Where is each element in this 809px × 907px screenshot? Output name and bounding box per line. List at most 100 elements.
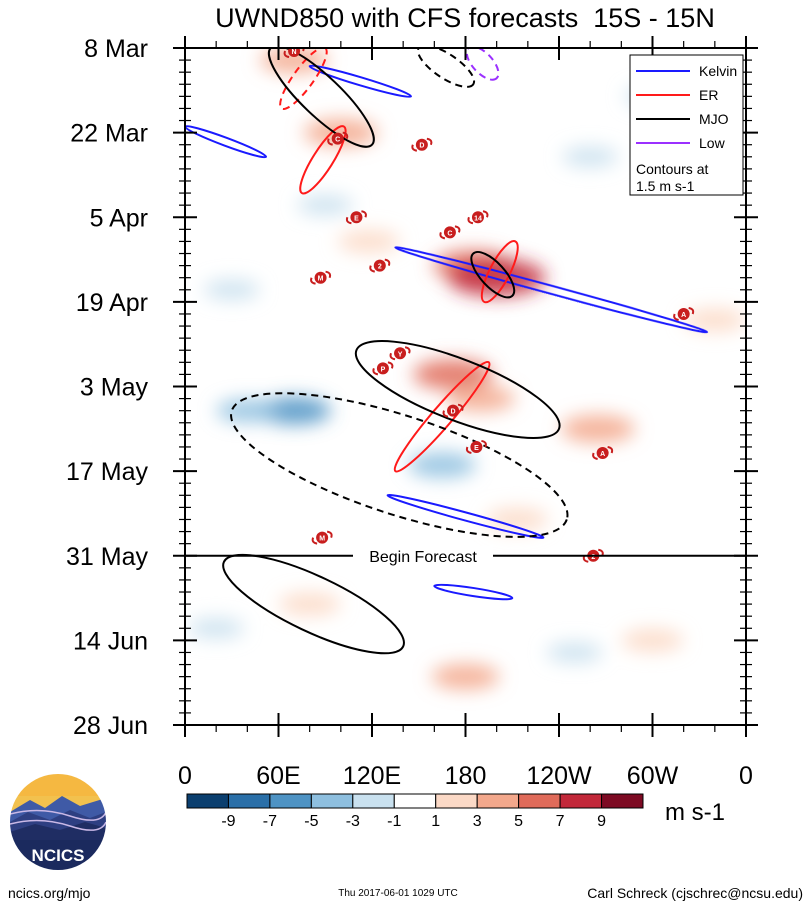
x-tick-label: 120W — [526, 762, 592, 790]
mjo-contour — [267, 48, 375, 148]
x-axis-labels: 0 60E 120E 180 120W 60W 0 — [178, 762, 753, 790]
anomaly-blob — [562, 146, 619, 168]
kelvin-contour — [185, 125, 268, 159]
anomaly-blob — [257, 396, 332, 425]
storm-markers: N C D E 14 C 2 M A Y P D E A M 2 — [283, 48, 695, 563]
colorbar-swatch — [518, 793, 561, 809]
y-tick-label: 31 May — [66, 543, 148, 571]
colorbar-tick-label: -7 — [263, 813, 277, 830]
colorbar-swatch — [601, 793, 644, 809]
colorbar-swatch — [186, 793, 229, 809]
storm-label: 2 — [591, 554, 595, 561]
storm-marker: N — [283, 48, 305, 59]
legend-label: ER — [699, 87, 718, 103]
y-tick-label: 3 May — [80, 374, 149, 402]
storm-label: P — [381, 366, 386, 373]
storm-label: M — [319, 536, 325, 543]
storm-marker: Y — [389, 346, 411, 361]
anomaly-blob — [337, 229, 400, 254]
forecast-line-group: Begin Forecast — [185, 545, 746, 566]
storm-marker: A — [673, 306, 695, 321]
logo-text: NCICS — [32, 846, 85, 865]
colorbar-tick-label: 3 — [473, 813, 482, 830]
mjo-contour — [354, 340, 561, 439]
storm-marker: E — [465, 439, 487, 454]
legend-label: MJO — [699, 111, 729, 127]
storm-label: C — [447, 230, 452, 237]
colorbar-swatch — [227, 793, 271, 809]
anomaly-blob — [303, 118, 378, 147]
anomaly-blob — [560, 414, 635, 443]
x-tick-label: 60E — [256, 762, 300, 790]
legend-label: Low — [699, 135, 726, 151]
colorbar: -9 -7 -5 -3 -1 1 3 5 7 9 — [186, 793, 644, 830]
colorbar-swatch — [393, 793, 437, 809]
anomaly-blob — [621, 628, 684, 652]
y-tick-label: 5 Apr — [90, 204, 148, 232]
storm-marker: 14 — [467, 210, 489, 225]
storm-marker: M — [311, 530, 333, 545]
x-tick-label: 0 — [178, 762, 192, 790]
legend-note-line1: Contours at — [636, 161, 708, 177]
x-tick-label: 120E — [343, 762, 401, 790]
storm-label: Y — [398, 351, 403, 358]
storm-marker: A — [592, 446, 614, 460]
anomaly-blob — [683, 308, 746, 332]
storm-label: D — [419, 143, 424, 150]
colorbar-swatch — [269, 793, 312, 809]
storm-label: M — [318, 276, 324, 283]
storm-marker: D — [442, 403, 464, 418]
colorbar-tick-label: -5 — [304, 813, 318, 830]
kelvin-contour — [308, 64, 412, 98]
colorbar-tick-label: 9 — [597, 813, 606, 830]
storm-label: 2 — [378, 264, 382, 271]
storm-marker: D — [411, 137, 433, 152]
storm-label: 14 — [474, 215, 482, 222]
x-tick-label: 60W — [627, 762, 679, 790]
colorbar-swatch — [476, 793, 520, 809]
footer-timestamp: Thu 2017-06-01 1029 UTC — [338, 888, 458, 899]
storm-label: N — [292, 49, 297, 56]
storm-label: E — [474, 445, 479, 452]
kelvin-contour — [433, 583, 514, 601]
footer-site: ncics.org/mjo — [8, 885, 91, 901]
kelvin-contour — [386, 493, 545, 539]
footer-author: Carl Schreck (cjschrec@ncsu.edu) — [587, 885, 803, 901]
anomaly-blob — [203, 279, 260, 301]
legend: Kelvin ER MJO Low Contours at 1.5 m s-1 — [629, 54, 744, 196]
mjo-contour — [416, 48, 476, 88]
er-contour — [393, 360, 491, 473]
forecast-label-bg — [353, 545, 493, 566]
anomaly-blob — [188, 617, 245, 639]
anomaly-blob — [297, 194, 354, 216]
forecast-label: Begin Forecast — [369, 549, 477, 566]
anomaly-blob — [447, 258, 546, 297]
legend-box — [629, 54, 744, 196]
colorbar-units: m s-1 — [665, 799, 725, 826]
storm-marker: P — [372, 361, 394, 376]
colorbar-tick-label: 5 — [514, 813, 523, 830]
y-tick-label: 17 May — [66, 458, 148, 486]
storm-marker: 2 — [369, 258, 391, 273]
er-contour — [279, 48, 328, 111]
mjo-contour — [470, 251, 516, 299]
anomaly-blob — [431, 663, 500, 690]
mjo-contour — [222, 553, 405, 655]
colorbar-tick-label: 7 — [556, 813, 565, 830]
colorbar-tick-label: -3 — [346, 813, 360, 830]
legend-label: Kelvin — [699, 63, 737, 79]
er-contour — [299, 125, 347, 195]
anomaly-blob — [216, 399, 279, 423]
wave-contours — [185, 48, 709, 655]
storm-label: E — [354, 215, 359, 222]
anomaly-blob — [485, 507, 548, 532]
storm-marker: E — [345, 210, 367, 225]
anomaly-field — [188, 48, 746, 690]
chart-title: UWND850 with CFS forecasts 15S - 15N — [215, 3, 715, 33]
storm-marker: M — [310, 270, 332, 285]
y-tick-label: 22 Mar — [70, 120, 148, 148]
storm-label: D — [451, 409, 456, 416]
storm-marker: C — [327, 131, 349, 146]
storm-label: A — [600, 451, 605, 458]
ncics-logo: NCICS — [10, 774, 106, 870]
